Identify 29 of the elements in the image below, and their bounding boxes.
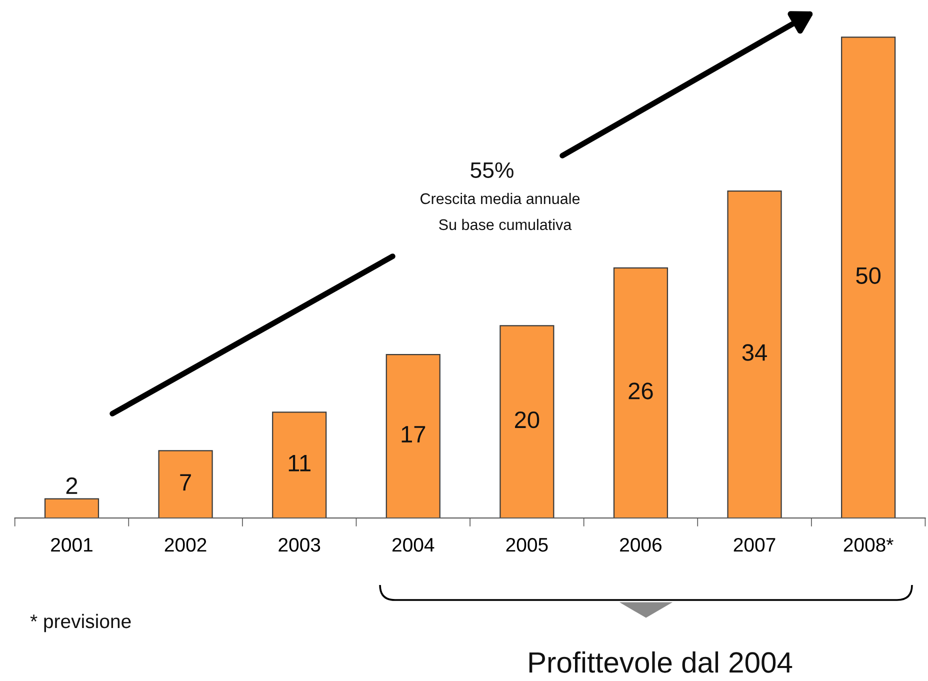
- x-tick-label: 2003: [278, 538, 320, 552]
- annotation: Su base cumulativa: [439, 218, 572, 230]
- data-label: 26: [628, 382, 653, 400]
- data-label: 50: [856, 267, 881, 284]
- annotation: Crescita media annuale: [420, 192, 580, 204]
- x-tick-label: 2007: [734, 538, 776, 552]
- data-label: 17: [402, 426, 426, 442]
- data-label: 2: [66, 477, 78, 494]
- x-tick-label: 2002: [164, 538, 206, 552]
- x-tick-label: 2005: [506, 538, 548, 552]
- bar: [158, 450, 213, 518]
- data-label: 11: [288, 454, 310, 472]
- bar: [386, 354, 440, 518]
- text: Profittevole dal 2004: [529, 651, 792, 673]
- bar: [727, 190, 782, 518]
- x-tick-label: 2006: [620, 538, 662, 552]
- data-label: 7: [180, 474, 191, 490]
- bar: [500, 325, 554, 518]
- bar: [613, 267, 668, 518]
- bar: [272, 412, 327, 518]
- x-tick-label: 2008*: [844, 538, 894, 552]
- x-tick-label: 2004: [392, 538, 434, 552]
- text: * previsione: [30, 614, 131, 632]
- annotation: 55%: [470, 162, 514, 178]
- data-label: 20: [514, 411, 540, 428]
- data-label: 34: [742, 344, 767, 361]
- bar: [44, 498, 100, 518]
- x-tick-label: 2001: [51, 538, 92, 552]
- bar: [841, 36, 896, 518]
